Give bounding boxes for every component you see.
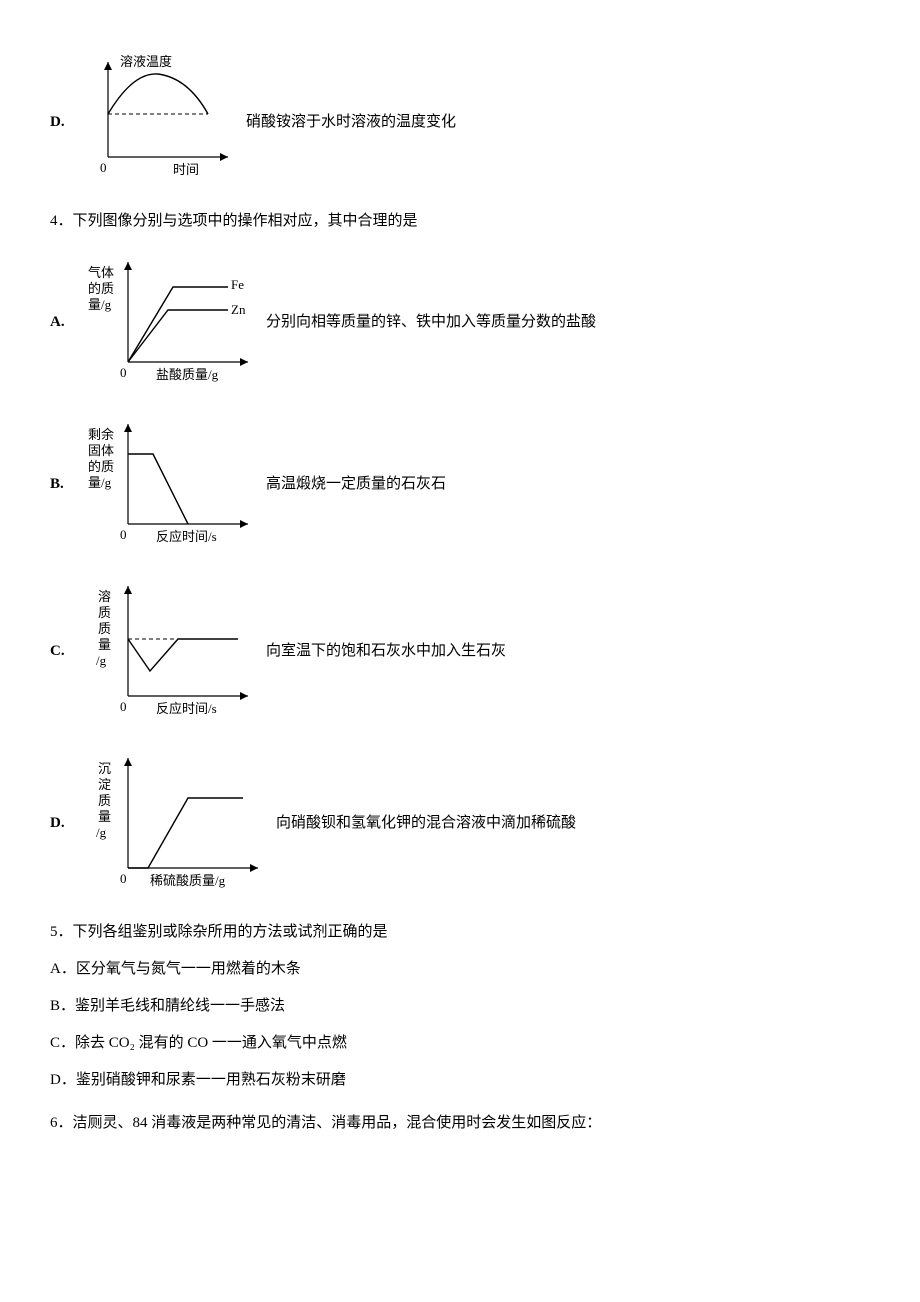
origin-label: 0 [100,160,107,175]
chart-4D: 沉 淀 质 量 /g 0 稀硫酸质量/g [78,743,268,903]
x-axis-label: 反应时间/s [156,529,217,544]
q4-option-A: A. 气体 的质 量/g Fe Zn 0 盐酸质量/g 分别向相等质量的锌、铁中… [50,247,870,397]
chart-4C: 溶 质 质 量 /g 0 反应时间/s [78,571,258,731]
chart-svg: 剩余 固体 的质 量/g 0 反应时间/s [78,409,258,549]
chart-svg: 溶液温度 0 时间 [78,52,238,182]
origin-label: 0 [120,365,127,380]
chart-svg: 沉 淀 质 量 /g 0 稀硫酸质量/g [78,743,268,893]
y-axis-label-l3: 质 [98,793,111,808]
x-axis-label: 时间 [173,162,199,177]
option-letter: D. [50,810,78,837]
x-axis-label: 稀硫酸质量/g [150,873,226,888]
y-axis-label-l5: /g [96,653,107,668]
q4-option-D: D. 沉 淀 质 量 /g 0 稀硫酸质量/g 向硝酸钡和氢氧化钾的混合溶液中滴… [50,743,870,903]
chart-svg: 气体 的质 量/g Fe Zn 0 盐酸质量/g [78,247,258,387]
option-letter: A. [50,309,78,336]
y-axis-label-l1: 剩余 [88,427,114,442]
option-desc: 向室温下的饱和石灰水中加入生石灰 [266,638,506,665]
q4-option-C: C. 溶 质 质 量 /g 0 反应时间/s 向室温下的饱和石灰水中加入生石灰 [50,571,870,731]
y-axis-label-l2: 的质 [88,281,114,296]
x-axis-label: 反应时间/s [156,701,217,716]
origin-label: 0 [120,699,127,714]
y-axis-label-l1: 溶 [98,589,111,604]
q6-text: 6．洁厕灵、84 消毒液是两种常见的清洁、消毒用品，混合使用时会发生如图反应： [50,1110,870,1137]
y-axis-label-l4: 量/g [88,475,112,490]
chart-4B: 剩余 固体 的质 量/g 0 反应时间/s [78,409,258,559]
q5-option-D: D．鉴别硝酸钾和尿素一一用熟石灰粉末研磨 [50,1067,870,1094]
option-desc: 分别向相等质量的锌、铁中加入等质量分数的盐酸 [266,309,596,336]
y-axis-label-l4: 量 [98,637,111,652]
q5-option-C: C．除去 CO₂ 混有的 CO 一一通入氧气中点燃 [50,1030,870,1057]
option-desc: 硝酸铵溶于水时溶液的温度变化 [246,109,456,136]
series-label-fe: Fe [231,277,244,292]
chart-4A: 气体 的质 量/g Fe Zn 0 盐酸质量/g [78,247,258,397]
q5-text: 5．下列各组鉴别或除杂所用的方法或试剂正确的是 [50,919,870,946]
q5-option-B: B．鉴别羊毛线和腈纶线一一手感法 [50,993,870,1020]
y-axis-label-l1: 气体 [88,265,114,280]
q5-option-A: A．区分氧气与氮气一一用燃着的木条 [50,956,870,983]
origin-label: 0 [120,527,127,542]
series-label-zn: Zn [231,302,246,317]
option-letter: D. [50,109,78,136]
y-axis-label-l4: 量 [98,809,111,824]
y-axis-label-l2: 固体 [88,443,114,458]
y-axis-label-l2: 质 [98,605,111,620]
y-axis-label-l5: /g [96,825,107,840]
y-axis-label: 溶液温度 [120,54,172,69]
y-axis-label-l1: 沉 [98,761,111,776]
y-axis-label-l3: 质 [98,621,111,636]
option-desc: 向硝酸钡和氢氧化钾的混合溶液中滴加稀硫酸 [276,810,576,837]
q4-option-B: B. 剩余 固体 的质 量/g 0 反应时间/s 高温煅烧一定质量的石灰石 [50,409,870,559]
y-axis-label-l3: 的质 [88,459,114,474]
option-letter: C. [50,638,78,665]
y-axis-label-l2: 淀 [98,777,111,792]
x-axis-label: 盐酸质量/g [156,367,219,382]
option-desc: 高温煅烧一定质量的石灰石 [266,471,446,498]
q4-text: 4．下列图像分别与选项中的操作相对应，其中合理的是 [50,208,870,235]
origin-label: 0 [120,871,127,886]
option-letter: B. [50,471,78,498]
q3-option-D: D. 溶液温度 0 时间 硝酸铵溶于水时溶液的温度变化 [50,52,870,192]
chart-svg: 溶 质 质 量 /g 0 反应时间/s [78,571,258,721]
y-axis-label-l3: 量/g [88,297,112,312]
chart-d-top: 溶液温度 0 时间 [78,52,238,192]
